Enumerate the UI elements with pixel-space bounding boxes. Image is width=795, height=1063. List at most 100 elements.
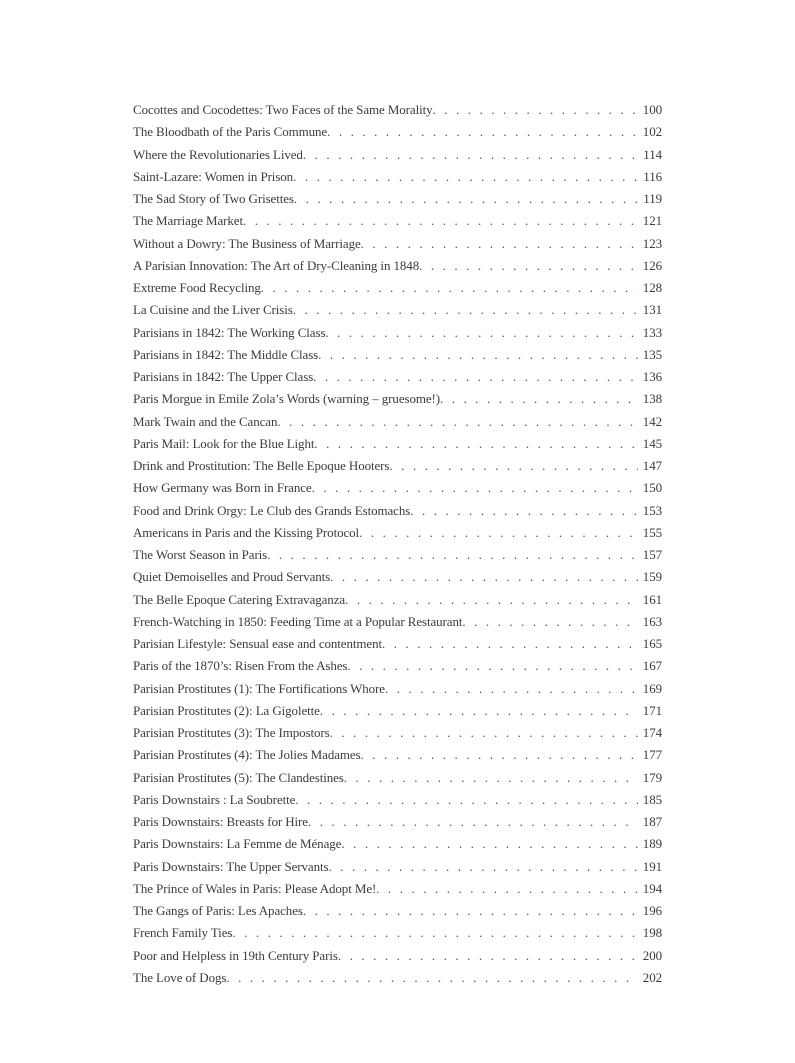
toc-entry-title: Parisian Prostitutes (5): The Clandestin… — [133, 769, 344, 785]
toc-entry-page-number: 135 — [642, 346, 662, 362]
toc-row: Quiet Demoiselles and Proud Servants 159 — [133, 566, 662, 588]
toc-entry-title: Without a Dowry: The Business of Marriag… — [133, 235, 361, 251]
toc-row: Paris Downstairs: The Upper Servants 191 — [133, 856, 662, 878]
toc-entry-page-number: 123 — [642, 235, 662, 251]
toc-row: Saint-Lazare: Women in Prison 116 — [133, 166, 662, 188]
toc-row: Parisians in 1842: The Working Class 133 — [133, 322, 662, 344]
toc-row: Paris Downstairs: La Femme de Ménage 189 — [133, 833, 662, 855]
toc-entry-title: The Sad Story of Two Grisettes — [133, 191, 294, 206]
dot-leader — [325, 322, 638, 344]
toc-entry-title: Cocottes and Cocodettes: Two Faces of th… — [133, 102, 433, 117]
toc-entry-title: Mark Twain and the Cancan — [133, 413, 278, 429]
toc-entry-title: Drink and Prostitution: The Belle Epoque… — [133, 458, 390, 473]
dot-leader — [226, 967, 638, 989]
dot-leader — [277, 411, 638, 433]
toc-row: Parisian Prostitutes (5): The Clandestin… — [133, 767, 662, 789]
dot-leader — [308, 811, 638, 833]
toc-entry-title: The Love of Dogs — [133, 969, 227, 985]
toc-entry-page-number: 121 — [642, 213, 662, 229]
toc-row: Where the Revolutionaries Lived 114 — [133, 144, 662, 166]
dot-leader — [385, 678, 638, 700]
toc-entry-page-number: 100 — [642, 102, 662, 117]
toc-entry-page-number: 179 — [642, 769, 662, 785]
toc-row: The Marriage Market 121 — [133, 210, 662, 232]
toc-entry-page-number: 194 — [642, 880, 662, 896]
toc-entry-page-number: 161 — [642, 591, 662, 607]
toc-entry-page-number: 150 — [642, 480, 662, 496]
toc-row: Parisian Prostitutes (3): The Impostors … — [133, 722, 662, 744]
dot-leader — [327, 121, 638, 143]
toc-row: The Bloodbath of the Paris Commune 102 — [133, 121, 662, 143]
toc-row: Parisian Lifestyle: Sensual ease and con… — [133, 633, 662, 655]
toc-entry-page-number: 114 — [643, 146, 662, 162]
toc-entry-page-number: 165 — [642, 636, 662, 651]
toc-entry-title: Parisians in 1842: The Upper Class — [133, 369, 314, 384]
toc-row: Poor and Helpless in 19th Century Paris … — [133, 945, 662, 967]
toc-entry-page-number: 187 — [642, 814, 662, 829]
toc-row: Americans in Paris and the Kissing Proto… — [133, 522, 662, 544]
toc-entry-title: Parisians in 1842: The Working Class — [133, 324, 326, 340]
toc-row: La Cuisine and the Liver Crisis 131 — [133, 299, 662, 321]
toc-row: Without a Dowry: The Business of Marriag… — [133, 233, 662, 255]
toc-entry-page-number: 136 — [642, 369, 662, 384]
toc-entry-title: Paris Downstairs: The Upper Servants — [133, 858, 329, 874]
toc-entry-page-number: 171 — [642, 702, 662, 718]
toc-entry-page-number: 133 — [642, 324, 662, 340]
toc-row: Food and Drink Orgy: Le Club des Grands … — [133, 500, 662, 522]
toc-row: The Belle Epoque Catering Extravaganza 1… — [133, 589, 662, 611]
toc-entry-page-number: 102 — [642, 124, 662, 140]
dot-leader — [312, 477, 638, 499]
toc-entry-page-number: 157 — [642, 547, 662, 562]
toc-entry-title: The Bloodbath of the Paris Commune — [133, 124, 328, 140]
dot-leader — [313, 366, 638, 388]
dot-leader — [303, 900, 638, 922]
toc-entry-page-number: 167 — [642, 658, 662, 674]
toc-entry-title: Parisian Prostitutes (3): The Impostors — [133, 725, 330, 740]
toc-entry-page-number: 142 — [642, 413, 662, 429]
toc-entry-page-number: 116 — [643, 168, 662, 184]
dot-leader — [328, 856, 638, 878]
toc-entry-page-number: 191 — [642, 858, 662, 874]
dot-leader — [293, 299, 638, 321]
dot-leader — [376, 878, 638, 900]
dot-leader — [347, 655, 638, 677]
toc-row: Parisians in 1842: The Upper Class 136 — [133, 366, 662, 388]
toc-entry-page-number: 174 — [642, 725, 662, 740]
toc-row: The Sad Story of Two Grisettes 119 — [133, 188, 662, 210]
dot-leader — [433, 99, 638, 121]
toc-entry-page-number: 128 — [642, 280, 662, 295]
toc-entry-title: Parisians in 1842: The Middle Class — [133, 346, 319, 362]
toc-entry-page-number: 189 — [642, 836, 662, 852]
toc-entry-page-number: 185 — [642, 791, 662, 807]
toc-row: How Germany was Born in France 150 — [133, 477, 662, 499]
dot-leader — [303, 144, 638, 166]
toc-row: French Family Ties 198 — [133, 922, 662, 944]
dot-leader — [295, 789, 638, 811]
toc-entry-title: How Germany was Born in France — [133, 480, 312, 496]
dot-leader — [440, 388, 638, 410]
toc-entry-title: The Marriage Market — [133, 213, 243, 229]
dot-leader — [314, 433, 638, 455]
toc-entry-title: French Family Ties — [133, 925, 233, 941]
toc-row: Paris of the 1870’s: Risen From the Ashe… — [133, 655, 662, 677]
toc-entry-title: Paris of the 1870’s: Risen From the Ashe… — [133, 658, 348, 674]
toc-entry-title: Parisian Prostitutes (1): The Fortificat… — [133, 680, 385, 696]
dot-leader — [330, 566, 638, 588]
dot-leader — [232, 922, 638, 944]
toc-entry-title: Extreme Food Recycling — [133, 280, 261, 295]
toc-entry-title: Poor and Helpless in 19th Century Paris — [133, 947, 338, 963]
dot-leader — [330, 722, 638, 744]
toc-row: A Parisian Innovation: The Art of Dry-Cl… — [133, 255, 662, 277]
toc-row: Paris Mail: Look for the Blue Light 145 — [133, 433, 662, 455]
toc-entry-title: French-Watching in 1850: Feeding Time at… — [133, 613, 463, 629]
dot-leader — [345, 589, 638, 611]
dot-leader — [293, 166, 638, 188]
toc-entry-page-number: 202 — [642, 969, 662, 985]
toc-entry-title: Paris Morgue in Emile Zola’s Words (warn… — [133, 391, 440, 407]
dot-leader — [361, 233, 638, 255]
toc-entry-page-number: 119 — [643, 191, 662, 206]
toc-row: Drink and Prostitution: The Belle Epoque… — [133, 455, 662, 477]
toc-entry-title: Parisian Prostitutes (2): La Gigolette — [133, 702, 320, 718]
toc-row: The Worst Season in Paris 157 — [133, 544, 662, 566]
toc-entry-page-number: 147 — [642, 458, 662, 473]
